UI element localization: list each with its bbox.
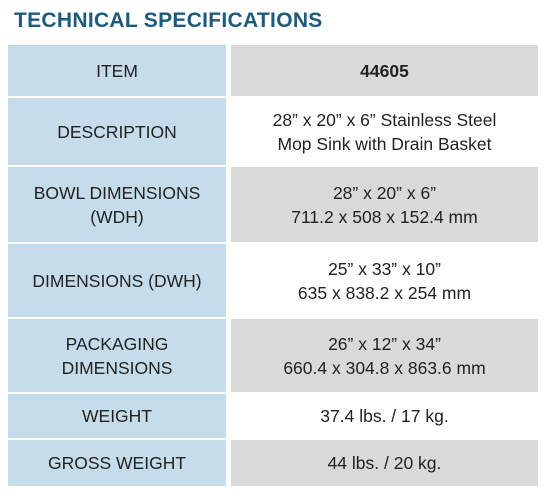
cell-text: 28” x 20” x 6”	[332, 182, 437, 203]
label-cell: ITEM	[8, 45, 226, 96]
value-cell: 37.4 lbs. / 17 kg.	[231, 394, 538, 438]
cell-text: PACKAGING	[65, 333, 169, 354]
label-cell: GROSS WEIGHT	[8, 440, 226, 486]
value-cell: 26” x 12” x 34” 660.4 x 304.8 x 863.6 mm	[231, 319, 538, 392]
cell-text: ITEM	[96, 60, 138, 81]
cell-text: WEIGHT	[82, 406, 152, 426]
cell-text: 44605	[360, 60, 409, 81]
value-cell: 28” x 20” x 6” 711.2 x 508 x 152.4 mm	[231, 167, 538, 242]
cell-text: 711.2 x 508 x 152.4 mm	[291, 206, 478, 227]
value-cell: 25” x 33” x 10” 635 x 838.2 x 254 mm	[231, 244, 538, 317]
cell-text: Mop Sink with Drain Basket	[277, 133, 492, 154]
cell-text: 28” x 20” x 6” Stainless Steel	[272, 109, 497, 130]
cell-text: GROSS WEIGHT	[47, 453, 187, 473]
cell-text: 26” x 12” x 34”	[328, 333, 441, 354]
cell-text: BOWL DIMENSIONS	[33, 182, 201, 203]
cell-text: 37.4 lbs. / 17 kg.	[320, 406, 449, 426]
cell-text: DIMENSIONS	[61, 357, 173, 378]
cell-text: DIMENSIONS (DWH)	[32, 270, 202, 291]
label-cell: WEIGHT	[8, 394, 226, 438]
cell-text: 660.4 x 304.8 x 863.6 mm	[283, 357, 486, 378]
label-cell: DIMENSIONS (DWH)	[8, 244, 226, 317]
value-cell: 44 lbs. / 20 kg.	[231, 440, 538, 486]
cell-text: 25” x 33” x 10”	[328, 258, 441, 279]
label-cell: PACKAGING DIMENSIONS	[8, 319, 226, 392]
section-title: TECHNICAL SPECIFICATIONS	[14, 9, 323, 32]
label-cell: DESCRIPTION	[8, 98, 226, 165]
value-cell: 44605	[231, 45, 538, 96]
cell-text: (WDH)	[90, 206, 144, 227]
cell-text: 44 lbs. / 20 kg.	[327, 453, 442, 473]
value-cell: 28” x 20” x 6” Stainless Steel Mop Sink w…	[231, 98, 538, 165]
label-cell: BOWL DIMENSIONS (WDH)	[8, 167, 226, 242]
cell-text: DESCRIPTION	[57, 121, 177, 142]
cell-text: 635 x 838.2 x 254 mm	[297, 282, 472, 303]
